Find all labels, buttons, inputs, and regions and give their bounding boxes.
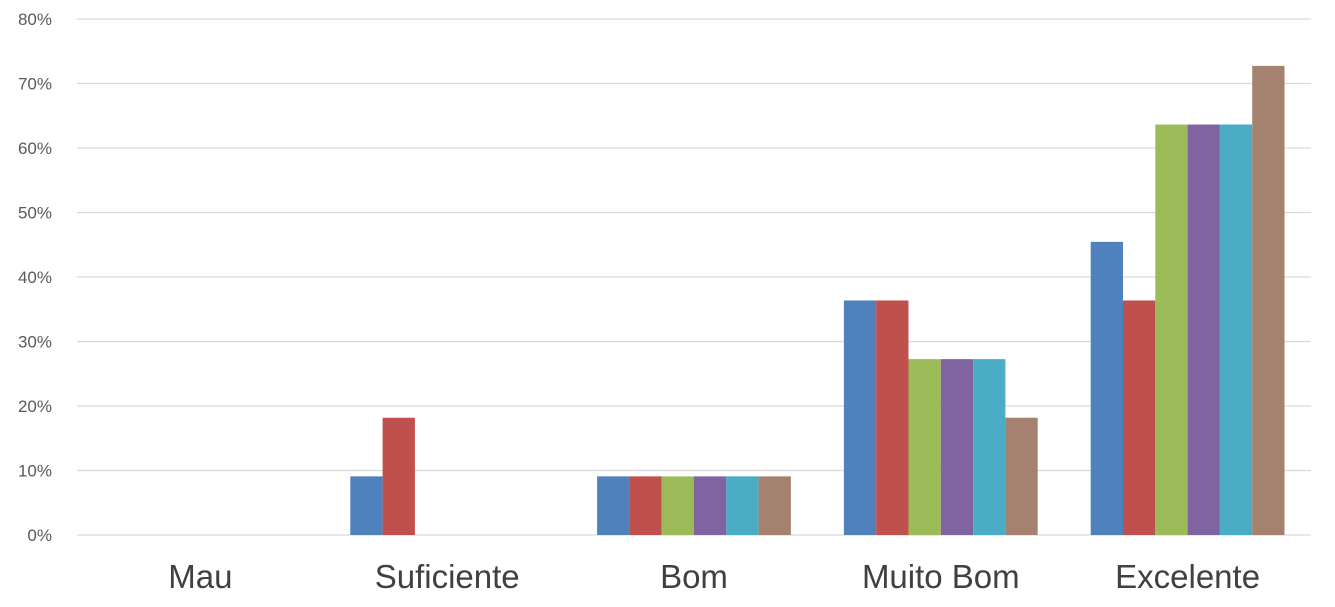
y-tick-label: 80% — [18, 10, 52, 29]
bar — [1005, 417, 1038, 535]
y-tick-label: 70% — [18, 75, 52, 94]
x-category-label: Muito Bom — [862, 558, 1020, 595]
bar — [973, 359, 1006, 535]
bar — [1252, 65, 1285, 535]
y-tick-label: 10% — [18, 462, 52, 481]
bar — [1187, 124, 1220, 535]
bar — [940, 359, 974, 535]
bar — [694, 476, 727, 535]
bar — [1123, 300, 1156, 535]
y-tick-label: 20% — [18, 397, 52, 416]
x-axis-category-labels: Mau Suficiente Bom Muito Bom Excelente — [168, 558, 1260, 595]
bars — [350, 65, 1285, 535]
y-axis-tick-labels: 0% 10% 20% 30% 40% 50% 60% 70% 80% — [18, 10, 52, 545]
bar — [661, 476, 694, 535]
y-tick-label: 50% — [18, 204, 52, 223]
x-category-label: Suficiente — [375, 558, 520, 595]
bar — [1090, 241, 1123, 535]
bar — [758, 476, 791, 535]
x-category-label: Excelente — [1115, 558, 1260, 595]
y-tick-label: 0% — [27, 526, 52, 545]
x-category-label: Bom — [660, 558, 728, 595]
bar — [597, 476, 630, 535]
x-category-label: Mau — [168, 558, 232, 595]
bar — [843, 300, 877, 535]
bar — [1155, 124, 1188, 535]
y-tick-label: 40% — [18, 268, 52, 287]
bar — [908, 359, 941, 535]
bar — [1219, 124, 1253, 535]
y-tick-label: 60% — [18, 139, 52, 158]
bar — [726, 476, 759, 535]
bar — [350, 476, 383, 535]
bar — [629, 476, 662, 535]
y-tick-label: 30% — [18, 333, 52, 352]
gridlines — [77, 18, 1311, 536]
bar — [382, 417, 415, 535]
bar — [876, 300, 909, 535]
